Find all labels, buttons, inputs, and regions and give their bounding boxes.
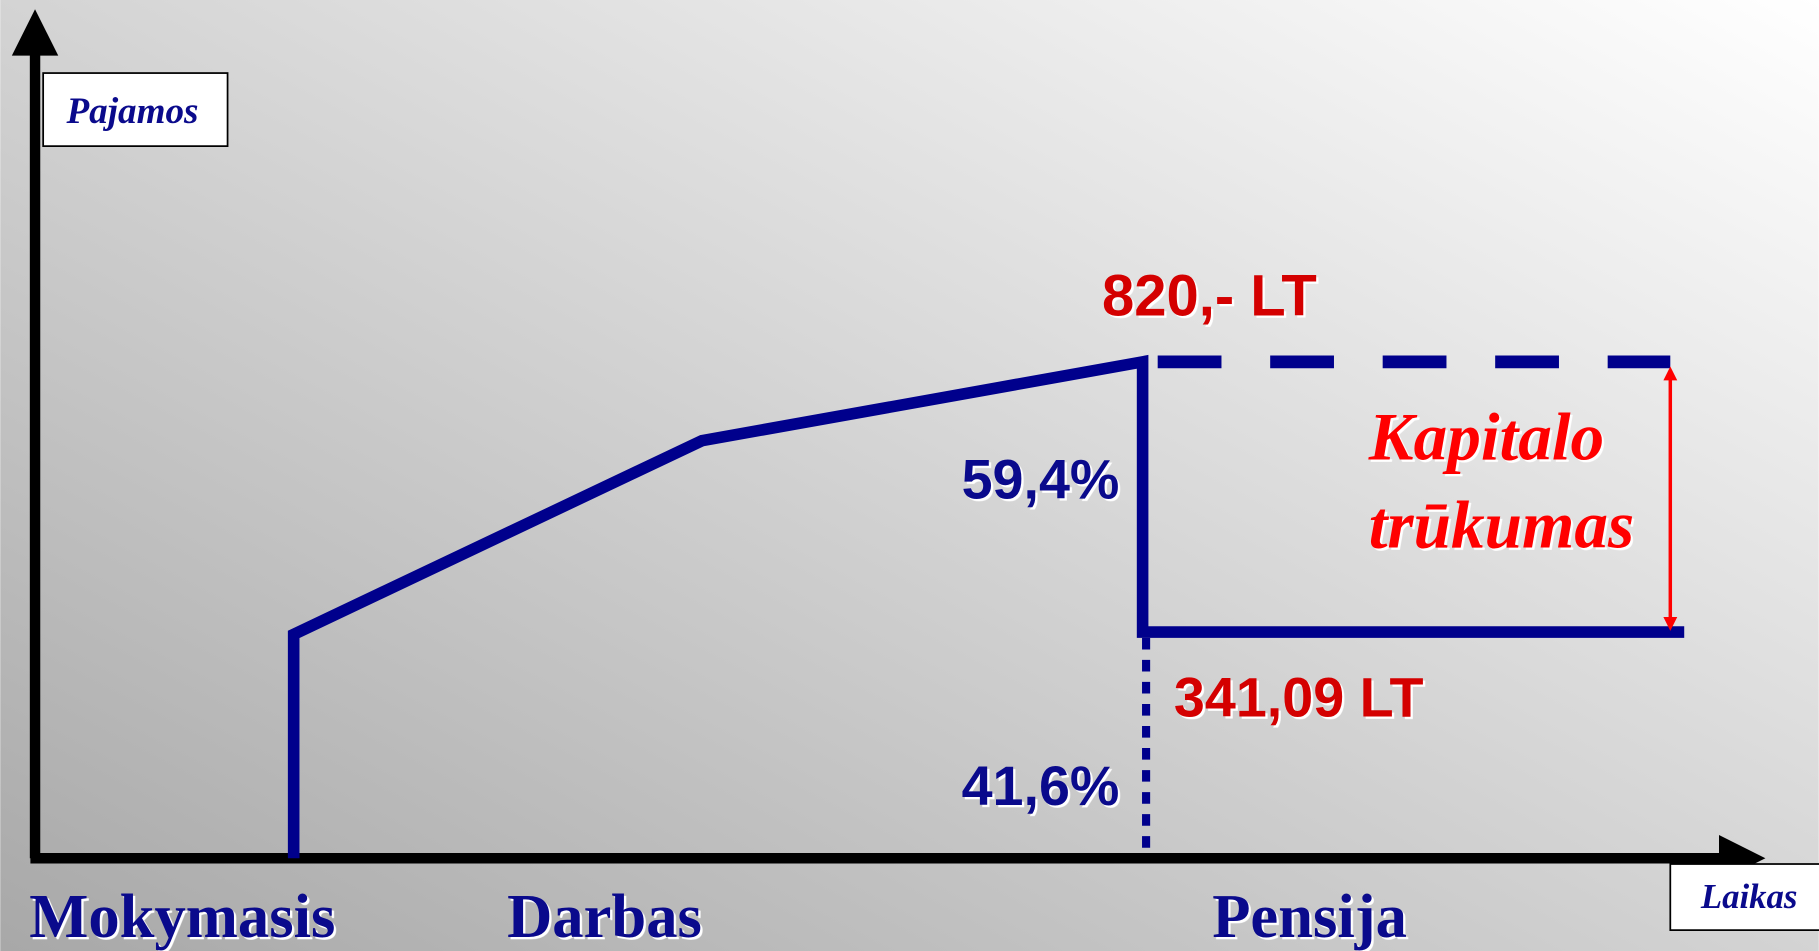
phase-label: Mokymasis [29,881,335,951]
pct-gap-label: 59,4% [962,449,1120,511]
pension-label: 341,09 LT [1174,667,1424,729]
salary-label: 820,- LT [1102,264,1317,328]
phase-label: Darbas [507,881,702,951]
income-line [287,354,1685,859]
y-arrow [11,9,59,56]
phase-label: Pensija [1212,881,1407,951]
x-axis-label: Laikas [1700,877,1798,916]
gap-label: trūkumas [1369,487,1634,562]
pct-pension-label: 41,6% [962,755,1120,817]
y-axis-label: Pajamos [65,91,198,132]
gap-label: Kapitalo [1368,399,1604,474]
x-label-box [1669,863,1819,931]
y-label-box [42,72,229,147]
